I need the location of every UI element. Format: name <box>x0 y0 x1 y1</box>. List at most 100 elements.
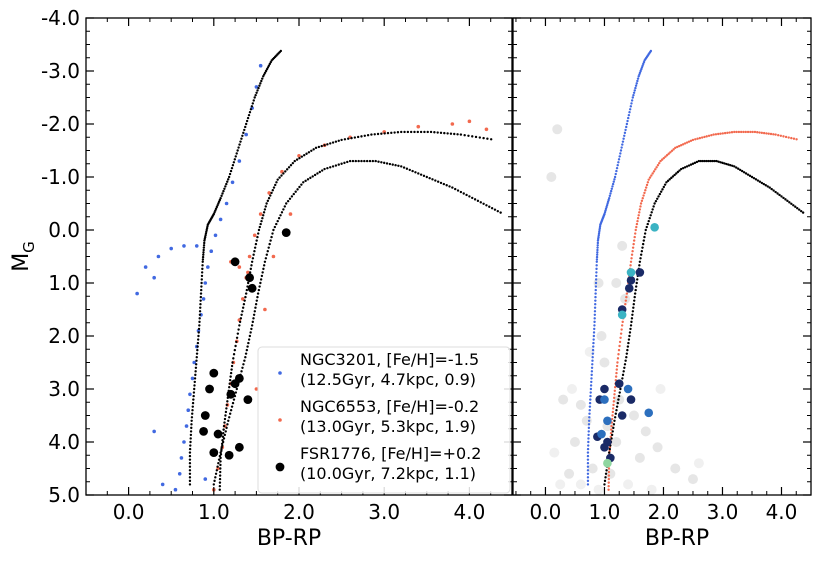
isochrone-point <box>631 313 634 316</box>
isochrone-point <box>614 375 618 378</box>
data-point <box>209 249 214 253</box>
isochrone-point <box>190 423 193 426</box>
isochrone-point <box>223 433 227 437</box>
field-point <box>569 437 580 447</box>
isochrone-point <box>636 219 639 223</box>
isochrone-point <box>641 246 644 249</box>
isochrone-point <box>203 241 206 245</box>
isochrone-point <box>482 136 485 140</box>
isochrone-point <box>772 189 775 192</box>
isochrone-point <box>593 306 597 309</box>
isochrone-point <box>426 130 429 134</box>
isochrone-point <box>380 161 383 164</box>
data-point <box>169 246 173 251</box>
isochrone-point <box>610 428 613 431</box>
data-point-large <box>234 374 244 383</box>
data-point-large <box>247 283 257 293</box>
isochrone-point <box>433 131 436 134</box>
field-point <box>593 484 604 495</box>
isochrone-point <box>695 160 699 164</box>
isochrone-point <box>590 370 594 373</box>
isochrone-point <box>218 481 222 484</box>
isochrone-point <box>613 175 617 179</box>
isochrone-point <box>256 89 259 92</box>
isochrone-point <box>199 303 202 306</box>
isochrone-point <box>603 479 607 483</box>
isochrone-point <box>351 159 355 163</box>
isochrone-point <box>269 194 272 197</box>
isochrone-point <box>439 181 443 185</box>
isochrone-point <box>592 338 595 341</box>
isochrone-point <box>705 135 708 138</box>
isochrone-point <box>612 403 615 407</box>
isochrone-point <box>276 219 279 223</box>
isochrone-point <box>300 183 303 186</box>
isochrone-point <box>221 440 225 444</box>
isochrone-point <box>595 271 598 274</box>
isochrone-point <box>591 356 594 359</box>
isochrone-point <box>598 227 602 230</box>
isochrone-point <box>220 442 224 445</box>
isochrone-point <box>240 137 243 140</box>
isochrone-point <box>634 232 637 235</box>
isochrone-point <box>587 444 590 447</box>
isochrone-point <box>307 151 311 154</box>
isochrone-point <box>597 237 600 241</box>
isochrone-point <box>217 458 221 461</box>
isochrone-point <box>622 370 625 373</box>
field-point <box>655 384 666 394</box>
isochrone-point <box>193 384 196 387</box>
isochrone-point <box>250 260 254 263</box>
isochrone-point <box>258 285 261 288</box>
isochrone-point <box>633 235 636 239</box>
isochrone-point <box>231 361 234 364</box>
isochrone-point <box>654 168 657 171</box>
isochrone-point <box>238 143 241 146</box>
isochrone-point <box>597 235 600 239</box>
isochrone-point <box>269 60 272 64</box>
isochrone-point <box>267 246 270 249</box>
isochrone-point <box>295 158 299 161</box>
isochrone-point <box>250 324 254 327</box>
isochrone-point <box>627 338 631 341</box>
isochrone-point <box>222 431 225 435</box>
isochrone-point <box>323 167 326 171</box>
isochrone-point <box>320 169 324 172</box>
isochrone-point <box>754 178 758 181</box>
member-point <box>617 411 627 420</box>
isochrone-point <box>252 99 255 102</box>
isochrone-point <box>334 140 338 143</box>
isochrone-point <box>628 111 631 114</box>
field-point <box>575 479 586 490</box>
isochrone-point <box>243 299 246 302</box>
isochrone-point <box>764 184 767 187</box>
isochrone-point <box>244 295 247 299</box>
isochrone-point <box>198 324 201 327</box>
isochrone-point <box>201 264 204 267</box>
isochrone-point <box>267 64 271 67</box>
isochrone-point <box>193 380 196 384</box>
isochrone-point <box>662 156 666 160</box>
isochrone-point <box>653 202 656 205</box>
isochrone-point <box>596 248 599 252</box>
isochrone-point <box>666 179 670 183</box>
isochrone-point <box>258 225 262 229</box>
isochrone-point <box>633 292 637 295</box>
isochrone-point <box>644 189 647 192</box>
isochrone-point <box>298 156 301 160</box>
isochrone-point <box>189 433 193 437</box>
x-tick-label: 1.0 <box>198 500 230 524</box>
isochrone-point <box>260 274 264 278</box>
isochrone-point <box>200 281 203 285</box>
isochrone-point <box>633 299 636 302</box>
isochrone-point <box>298 185 301 189</box>
isochrone-point <box>376 132 380 136</box>
isochrone-point <box>607 470 611 474</box>
isochrone-point <box>670 176 673 180</box>
isochrone-point <box>746 173 750 176</box>
right-axes-frame <box>512 17 812 496</box>
isochrone-point <box>242 363 245 366</box>
isochrone-point <box>259 82 262 85</box>
isochrone-point <box>598 228 601 232</box>
data-point <box>244 132 248 137</box>
